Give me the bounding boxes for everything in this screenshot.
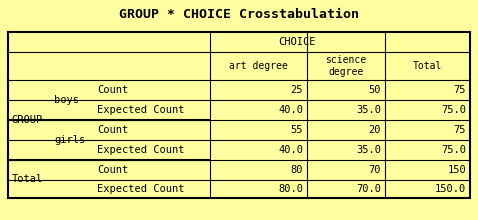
Text: 75: 75 bbox=[454, 125, 466, 135]
Text: Expected Count: Expected Count bbox=[97, 145, 185, 155]
Text: 25: 25 bbox=[291, 85, 303, 95]
Text: 35.0: 35.0 bbox=[356, 145, 381, 155]
Text: Count: Count bbox=[97, 125, 128, 135]
Text: Total: Total bbox=[12, 174, 43, 184]
Text: Count: Count bbox=[97, 85, 128, 95]
Text: 20: 20 bbox=[369, 125, 381, 135]
Text: girls: girls bbox=[54, 135, 85, 145]
Text: 40.0: 40.0 bbox=[278, 105, 303, 115]
Text: 150: 150 bbox=[447, 165, 466, 175]
Text: GROUP: GROUP bbox=[12, 115, 43, 125]
Text: CHOICE: CHOICE bbox=[279, 37, 316, 47]
Text: 80: 80 bbox=[291, 165, 303, 175]
Text: 70.0: 70.0 bbox=[356, 184, 381, 194]
Text: 40.0: 40.0 bbox=[278, 145, 303, 155]
Text: 35.0: 35.0 bbox=[356, 105, 381, 115]
Text: 75: 75 bbox=[454, 85, 466, 95]
Text: GROUP * CHOICE Crosstabulation: GROUP * CHOICE Crosstabulation bbox=[119, 8, 359, 21]
Text: Count: Count bbox=[97, 165, 128, 175]
Text: 150.0: 150.0 bbox=[435, 184, 466, 194]
Text: boys: boys bbox=[54, 95, 79, 105]
Text: science
degree: science degree bbox=[326, 55, 367, 77]
Text: Total: Total bbox=[413, 61, 442, 71]
Text: 80.0: 80.0 bbox=[278, 184, 303, 194]
Text: 75.0: 75.0 bbox=[441, 145, 466, 155]
Text: 50: 50 bbox=[369, 85, 381, 95]
Bar bbox=[8, 32, 470, 198]
Text: Expected Count: Expected Count bbox=[97, 105, 185, 115]
Text: 70: 70 bbox=[369, 165, 381, 175]
Text: art degree: art degree bbox=[229, 61, 288, 71]
Text: Expected Count: Expected Count bbox=[97, 184, 185, 194]
Text: 75.0: 75.0 bbox=[441, 105, 466, 115]
Text: 55: 55 bbox=[291, 125, 303, 135]
